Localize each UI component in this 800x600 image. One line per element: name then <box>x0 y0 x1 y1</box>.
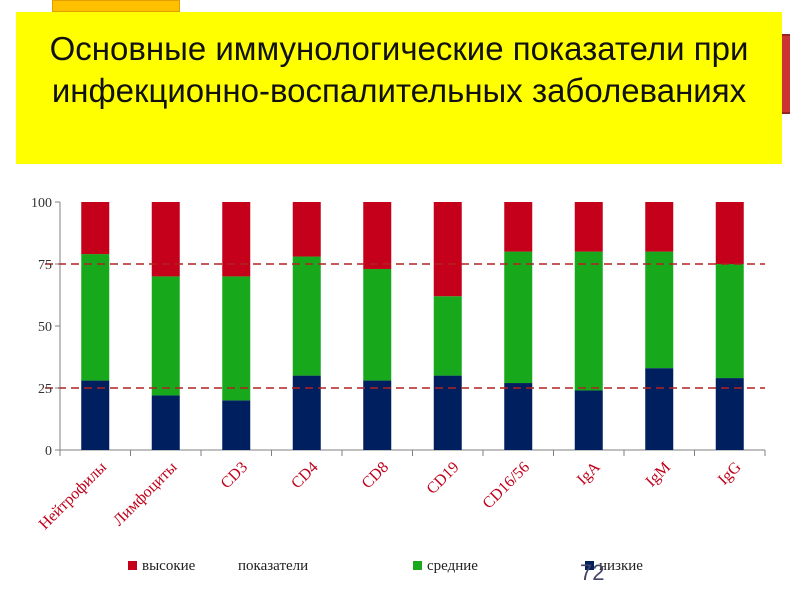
bar-segment-mid <box>574 251 603 391</box>
y-tick-label: 75 <box>38 258 52 273</box>
corner-decoration <box>52 0 180 12</box>
bar-segment-mid <box>222 276 251 401</box>
x-tick-label: IgG <box>715 458 745 488</box>
bar-segment-mid <box>151 276 180 396</box>
bar-segment-mid <box>645 251 674 369</box>
reference-lines <box>45 263 765 389</box>
bar-segment-low <box>433 375 462 450</box>
legend-label: низкие <box>599 558 643 574</box>
bar-segment-low <box>645 368 674 450</box>
bar-segment-low <box>292 375 321 450</box>
x-tick-label: CD16/56 <box>480 459 534 513</box>
bar-segment-high <box>292 202 321 257</box>
x-tick-label: Лимфоциты <box>110 459 181 530</box>
legend-swatch <box>585 561 594 570</box>
bar-segment-low <box>363 380 392 450</box>
bar-segment-mid <box>81 254 110 381</box>
bar-segment-high <box>222 202 251 277</box>
bar-segment-low <box>151 395 180 450</box>
legend-label: показатели <box>238 558 308 574</box>
legend-swatch <box>128 561 137 570</box>
bar-segment-mid <box>715 264 744 379</box>
x-tick-label: CD4 <box>288 459 321 492</box>
bar-segment-low <box>222 400 251 450</box>
bar-segment-low <box>574 390 603 450</box>
x-tick-label: CD8 <box>359 459 392 492</box>
x-tick-label: IgM <box>643 459 675 491</box>
bar-segment-mid <box>363 268 392 381</box>
bar-segment-low <box>504 383 533 450</box>
title-banner <box>16 12 782 164</box>
x-tick-label: Нейтрофилы <box>36 459 110 533</box>
bar-segment-mid <box>433 296 462 376</box>
bar-segment-low <box>715 378 744 450</box>
legend-swatch <box>413 561 422 570</box>
bar-segment-high <box>715 202 744 264</box>
bar-segment-mid <box>292 256 321 376</box>
x-axis-ticks: Нейтрофилы Лимфоциты CD3 CD4 CD8 CD19 CD16/56 I… <box>36 458 745 533</box>
bar-segment-low <box>81 380 110 450</box>
y-tick-label: 100 <box>31 196 52 211</box>
x-tick-label: CD3 <box>218 459 251 492</box>
legend-label: средние <box>427 558 478 574</box>
bar-segment-high <box>645 202 674 252</box>
title-banner-edge <box>782 34 790 114</box>
bar-segment-high <box>151 202 180 277</box>
bar-segment-high <box>574 202 603 252</box>
bar-segment-mid <box>504 251 533 384</box>
bar-segment-high <box>504 202 533 252</box>
y-tick-label: 25 <box>38 382 52 397</box>
y-tick-label: 50 <box>38 320 52 335</box>
y-axis-ticks: 0 25 50 75 100 <box>31 196 60 459</box>
slide-title: Основные иммунологические показатели при… <box>49 30 749 109</box>
y-tick-label: 0 <box>45 444 52 459</box>
x-tick-label: IgA <box>574 458 604 488</box>
bar-segment-high <box>363 202 392 269</box>
bar-segment-high <box>433 202 462 297</box>
x-tick-label: CD19 <box>424 459 463 498</box>
chart-bars <box>81 202 744 450</box>
page-number: 72 <box>580 560 605 585</box>
bar-segment-high <box>81 202 110 255</box>
legend-label: высокие <box>142 558 196 574</box>
chart-legend: высокие показатели средние низкие <box>128 558 643 574</box>
